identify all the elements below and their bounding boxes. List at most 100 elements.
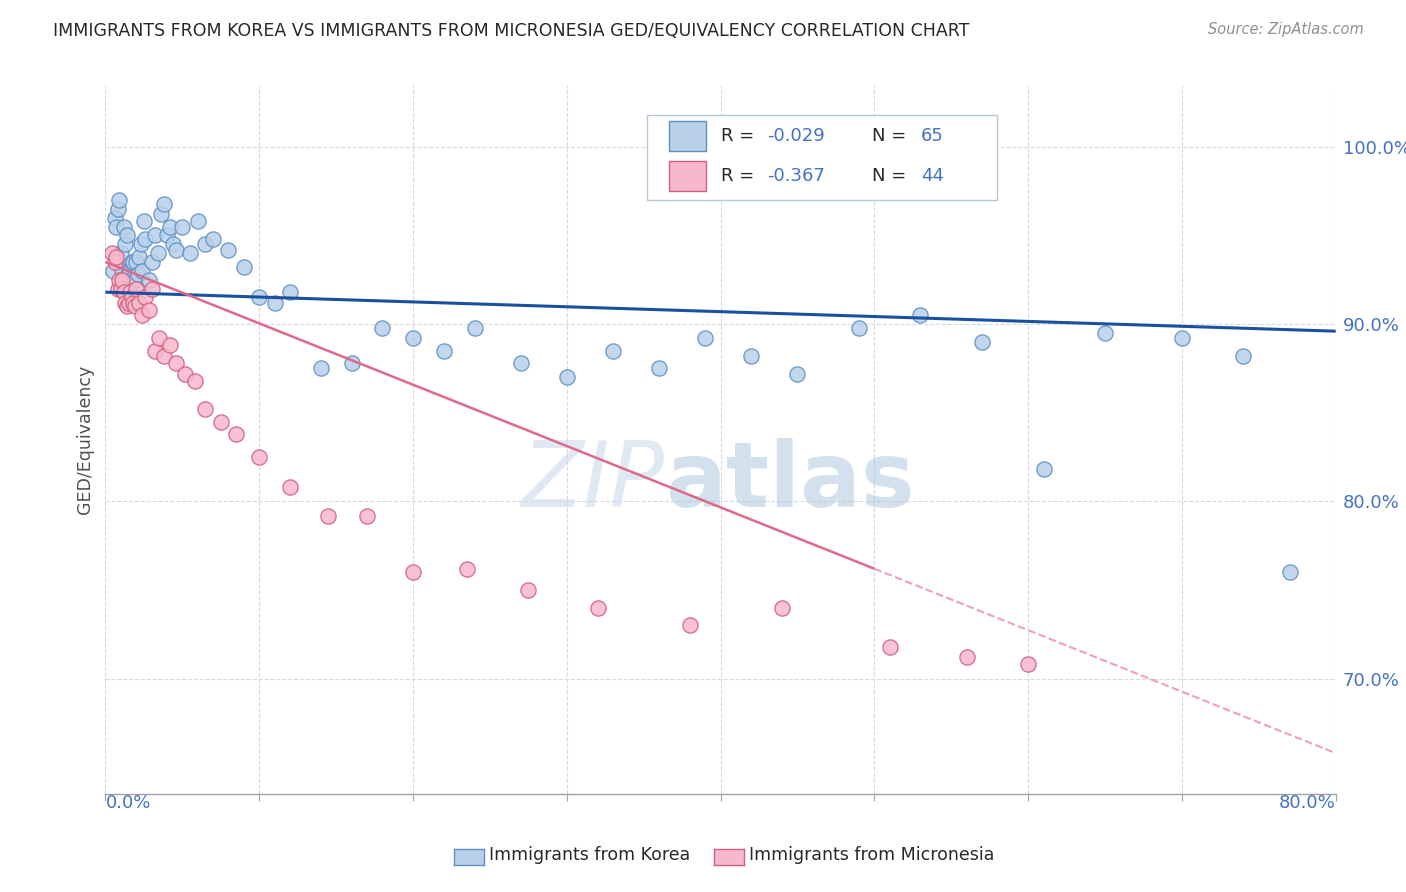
Point bbox=[108, 193, 131, 207]
Point bbox=[120, 264, 141, 278]
Point bbox=[122, 295, 145, 310]
Point bbox=[117, 295, 139, 310]
Point bbox=[120, 285, 141, 300]
Point bbox=[202, 232, 225, 246]
Point bbox=[179, 246, 201, 260]
Point bbox=[114, 237, 136, 252]
Point bbox=[225, 427, 247, 442]
Text: N =: N = bbox=[872, 167, 912, 186]
Point bbox=[695, 331, 717, 345]
Point bbox=[138, 302, 160, 317]
Point bbox=[165, 356, 187, 370]
FancyBboxPatch shape bbox=[669, 121, 706, 151]
Point bbox=[153, 196, 176, 211]
Point bbox=[740, 349, 762, 363]
Point bbox=[132, 214, 155, 228]
Text: Source: ZipAtlas.com: Source: ZipAtlas.com bbox=[1208, 22, 1364, 37]
Point bbox=[786, 367, 808, 381]
Point bbox=[105, 219, 128, 234]
Point bbox=[156, 228, 179, 243]
Point bbox=[1232, 349, 1254, 363]
Point bbox=[111, 264, 134, 278]
Point bbox=[148, 331, 170, 345]
Point bbox=[172, 219, 194, 234]
Point bbox=[183, 374, 205, 388]
Point bbox=[141, 282, 163, 296]
Text: N =: N = bbox=[872, 128, 912, 145]
Point bbox=[107, 282, 129, 296]
Point bbox=[101, 264, 124, 278]
Point bbox=[111, 273, 134, 287]
Point bbox=[648, 361, 671, 376]
Point bbox=[263, 295, 285, 310]
Point bbox=[218, 243, 240, 257]
Point bbox=[371, 320, 394, 334]
Text: R =: R = bbox=[721, 128, 759, 145]
Text: 65: 65 bbox=[921, 128, 943, 145]
Text: -0.029: -0.029 bbox=[768, 128, 825, 145]
Point bbox=[1017, 657, 1039, 672]
Point bbox=[124, 299, 146, 313]
Point bbox=[1171, 331, 1194, 345]
Point bbox=[159, 338, 181, 352]
Point bbox=[194, 402, 217, 417]
Point bbox=[187, 214, 209, 228]
Point bbox=[104, 211, 127, 225]
Point bbox=[134, 232, 156, 246]
Point bbox=[956, 650, 979, 665]
Point bbox=[100, 246, 122, 260]
Point bbox=[517, 582, 540, 597]
Point bbox=[129, 237, 152, 252]
Point bbox=[121, 291, 143, 305]
Point bbox=[464, 320, 486, 334]
Point bbox=[108, 273, 131, 287]
Text: ZIP: ZIP bbox=[523, 438, 665, 526]
Text: IMMIGRANTS FROM KOREA VS IMMIGRANTS FROM MICRONESIA GED/EQUIVALENCY CORRELATION : IMMIGRANTS FROM KOREA VS IMMIGRANTS FROM… bbox=[53, 22, 970, 40]
Point bbox=[910, 308, 932, 322]
Point bbox=[114, 295, 136, 310]
Point bbox=[194, 237, 217, 252]
FancyBboxPatch shape bbox=[669, 161, 706, 191]
Point bbox=[509, 356, 531, 370]
Point bbox=[586, 600, 609, 615]
Point bbox=[153, 349, 176, 363]
Point bbox=[356, 508, 378, 523]
Text: Immigrants from Micronesia: Immigrants from Micronesia bbox=[749, 846, 995, 863]
Point bbox=[848, 320, 870, 334]
Point bbox=[122, 255, 145, 269]
Point bbox=[209, 415, 232, 429]
Text: 44: 44 bbox=[921, 167, 943, 186]
Point bbox=[165, 243, 187, 257]
Point bbox=[128, 250, 150, 264]
Text: 0.0%: 0.0% bbox=[105, 794, 150, 812]
Text: 80.0%: 80.0% bbox=[1279, 794, 1336, 812]
Point bbox=[770, 600, 793, 615]
Point bbox=[131, 264, 153, 278]
Point bbox=[110, 282, 132, 296]
Point bbox=[112, 219, 135, 234]
Point bbox=[679, 618, 702, 632]
Point bbox=[278, 285, 301, 300]
Point bbox=[125, 255, 148, 269]
Point bbox=[117, 264, 139, 278]
Point bbox=[104, 255, 127, 269]
Point bbox=[402, 566, 425, 580]
Point bbox=[232, 260, 254, 275]
Point bbox=[278, 480, 301, 494]
Point bbox=[128, 295, 150, 310]
Text: -0.367: -0.367 bbox=[768, 167, 825, 186]
Text: atlas: atlas bbox=[665, 438, 915, 526]
Point bbox=[1278, 566, 1301, 580]
Point bbox=[159, 219, 181, 234]
Point bbox=[131, 308, 153, 322]
Point bbox=[138, 273, 160, 287]
Point bbox=[117, 282, 139, 296]
Point bbox=[124, 273, 146, 287]
Point bbox=[174, 367, 197, 381]
Point bbox=[146, 246, 169, 260]
Point bbox=[121, 255, 143, 269]
FancyBboxPatch shape bbox=[647, 114, 997, 200]
Point bbox=[149, 207, 172, 221]
Point bbox=[107, 202, 129, 216]
Point bbox=[456, 562, 478, 576]
